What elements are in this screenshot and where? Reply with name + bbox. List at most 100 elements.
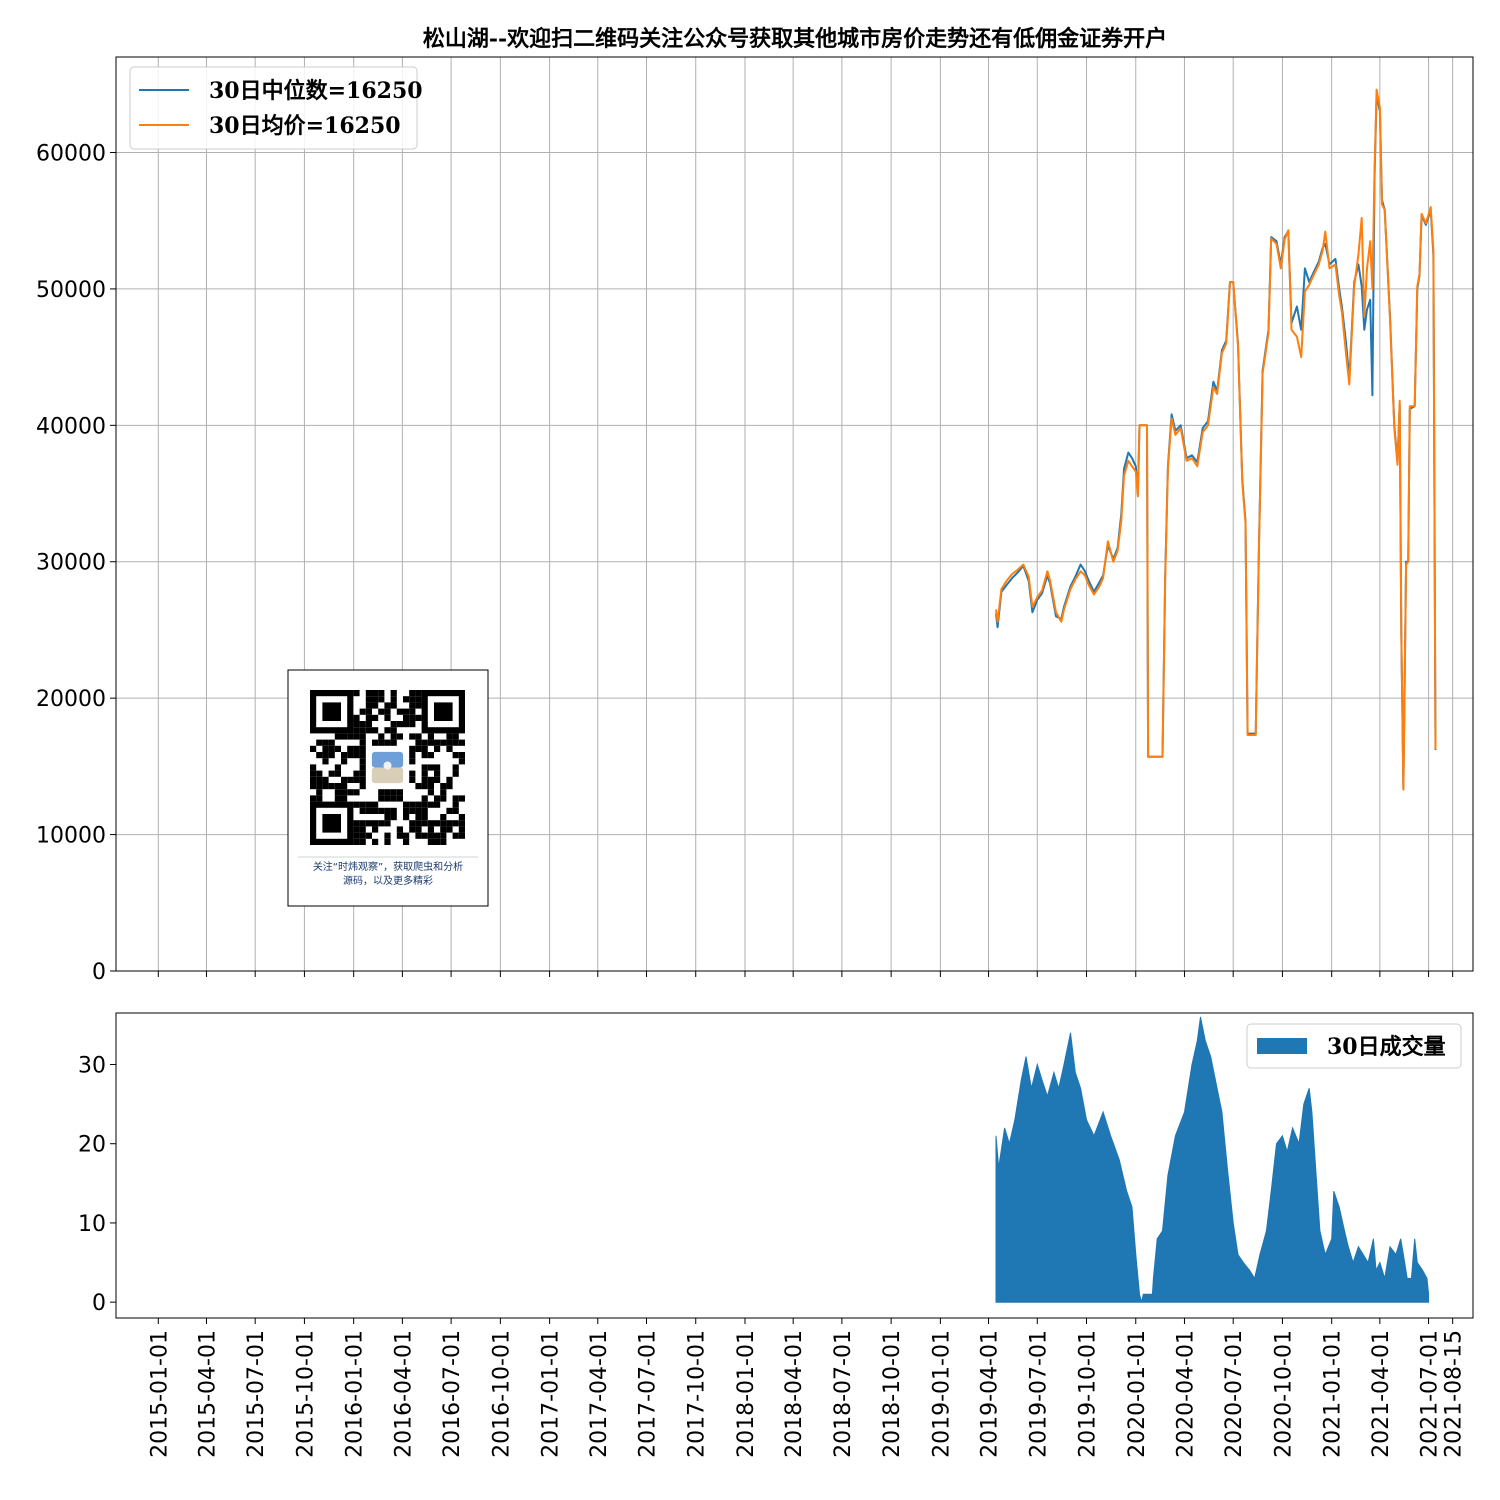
top-ytick-label-0: 0: [92, 960, 106, 985]
qr-module: [415, 702, 422, 709]
qr-module: [372, 838, 379, 845]
qr-module: [409, 721, 416, 728]
qr-module: [390, 696, 397, 703]
bottom-ytick-label-2: 20: [78, 1133, 106, 1158]
qr-module: [359, 708, 366, 715]
qr-module: [458, 832, 465, 839]
legend-volume-label: 30日成交量: [1327, 1034, 1446, 1060]
qr-module: [440, 789, 447, 796]
qr-module: [390, 739, 397, 746]
qr-code-icon: [310, 690, 465, 845]
qr-module: [403, 801, 410, 808]
qr-module: [452, 820, 459, 827]
qr-module: [446, 826, 453, 833]
qr-module: [353, 820, 360, 827]
qr-module: [353, 690, 360, 697]
qr-module: [365, 702, 372, 709]
qr-module: [359, 820, 366, 827]
qr-module: [372, 702, 379, 709]
qr-module: [353, 721, 360, 728]
qr-module: [390, 807, 397, 814]
x-tick-label-5: 2016-04-01: [391, 1330, 416, 1458]
x-tick-label-9: 2017-04-01: [587, 1330, 612, 1458]
top-ytick-label-4: 40000: [36, 414, 106, 439]
qr-module: [434, 801, 441, 808]
qr-module: [434, 776, 441, 783]
qr-module: [322, 783, 329, 790]
qr-module: [372, 714, 379, 721]
bottom-legend: 30日成交量: [1246, 1023, 1462, 1069]
qr-module: [434, 745, 441, 752]
qr-module: [310, 770, 317, 777]
qr-module: [359, 776, 366, 783]
qr-finder-core-0: [322, 702, 341, 721]
qr-module: [403, 696, 410, 703]
qr-module: [403, 721, 410, 728]
qr-module: [378, 733, 385, 740]
qr-module: [427, 752, 434, 759]
qr-module: [347, 789, 354, 796]
qr-module: [446, 820, 453, 827]
qr-module: [409, 708, 416, 715]
qr-module: [353, 789, 360, 796]
qr-module: [322, 745, 329, 752]
bottom-ytick-label-1: 10: [78, 1212, 106, 1237]
qr-module: [372, 696, 379, 703]
qr-module: [384, 714, 391, 721]
qr-module: [446, 739, 453, 746]
qr-module: [353, 733, 360, 740]
x-tick-label-20: 2020-01-01: [1125, 1330, 1150, 1458]
qr-module: [359, 807, 366, 814]
series-line-0: [995, 92, 1437, 790]
x-tick-label-15: 2018-10-01: [880, 1330, 905, 1458]
qr-module: [421, 752, 428, 759]
qr-module: [334, 795, 341, 802]
qr-module: [310, 783, 317, 790]
qr-module: [427, 783, 434, 790]
qr-module: [390, 814, 397, 821]
qr-module: [427, 776, 434, 783]
x-tick-label-12: 2018-01-01: [734, 1330, 759, 1458]
x-tick-label-6: 2016-07-01: [440, 1330, 465, 1458]
qr-module: [384, 739, 391, 746]
qr-module: [409, 696, 416, 703]
legend-average-label: 30日均价=16250: [209, 113, 401, 139]
qr-module: [390, 690, 397, 697]
qr-module: [415, 745, 422, 752]
qr-module: [372, 826, 379, 833]
qr-caption-line2: 源码，以及更多精彩: [343, 874, 433, 887]
qr-module: [458, 752, 465, 759]
qr-module: [427, 826, 434, 833]
qr-module: [341, 752, 348, 759]
qr-module: [384, 807, 391, 814]
qr-module: [446, 807, 453, 814]
qr-module: [328, 745, 335, 752]
qr-module: [372, 807, 379, 814]
qr-module: [409, 758, 416, 765]
qr-module: [359, 727, 366, 734]
qr-module: [434, 764, 441, 771]
top-y-axis: 0 10000 20000 30000 40000 50000 60000: [36, 141, 116, 985]
qr-module: [434, 832, 441, 839]
qr-module: [316, 770, 323, 777]
qr-module: [427, 832, 434, 839]
x-tick-label-17: 2019-04-01: [978, 1330, 1003, 1458]
qr-module: [310, 795, 317, 802]
qr-module: [347, 733, 354, 740]
qr-module: [328, 752, 335, 759]
qr-module: [403, 814, 410, 821]
qr-module: [328, 770, 335, 777]
qr-module: [365, 721, 372, 728]
qr-module: [378, 708, 385, 715]
qr-module: [409, 752, 416, 759]
qr-module: [365, 714, 372, 721]
qr-module: [446, 745, 453, 752]
qr-module: [446, 776, 453, 783]
top-legend: 30日中位数=16250 30日均价=16250: [129, 66, 423, 150]
qr-module: [440, 795, 447, 802]
qr-module: [427, 838, 434, 845]
qr-module: [452, 795, 459, 802]
qr-module: [409, 690, 416, 697]
qr-module: [415, 801, 422, 808]
qr-module: [384, 708, 391, 715]
